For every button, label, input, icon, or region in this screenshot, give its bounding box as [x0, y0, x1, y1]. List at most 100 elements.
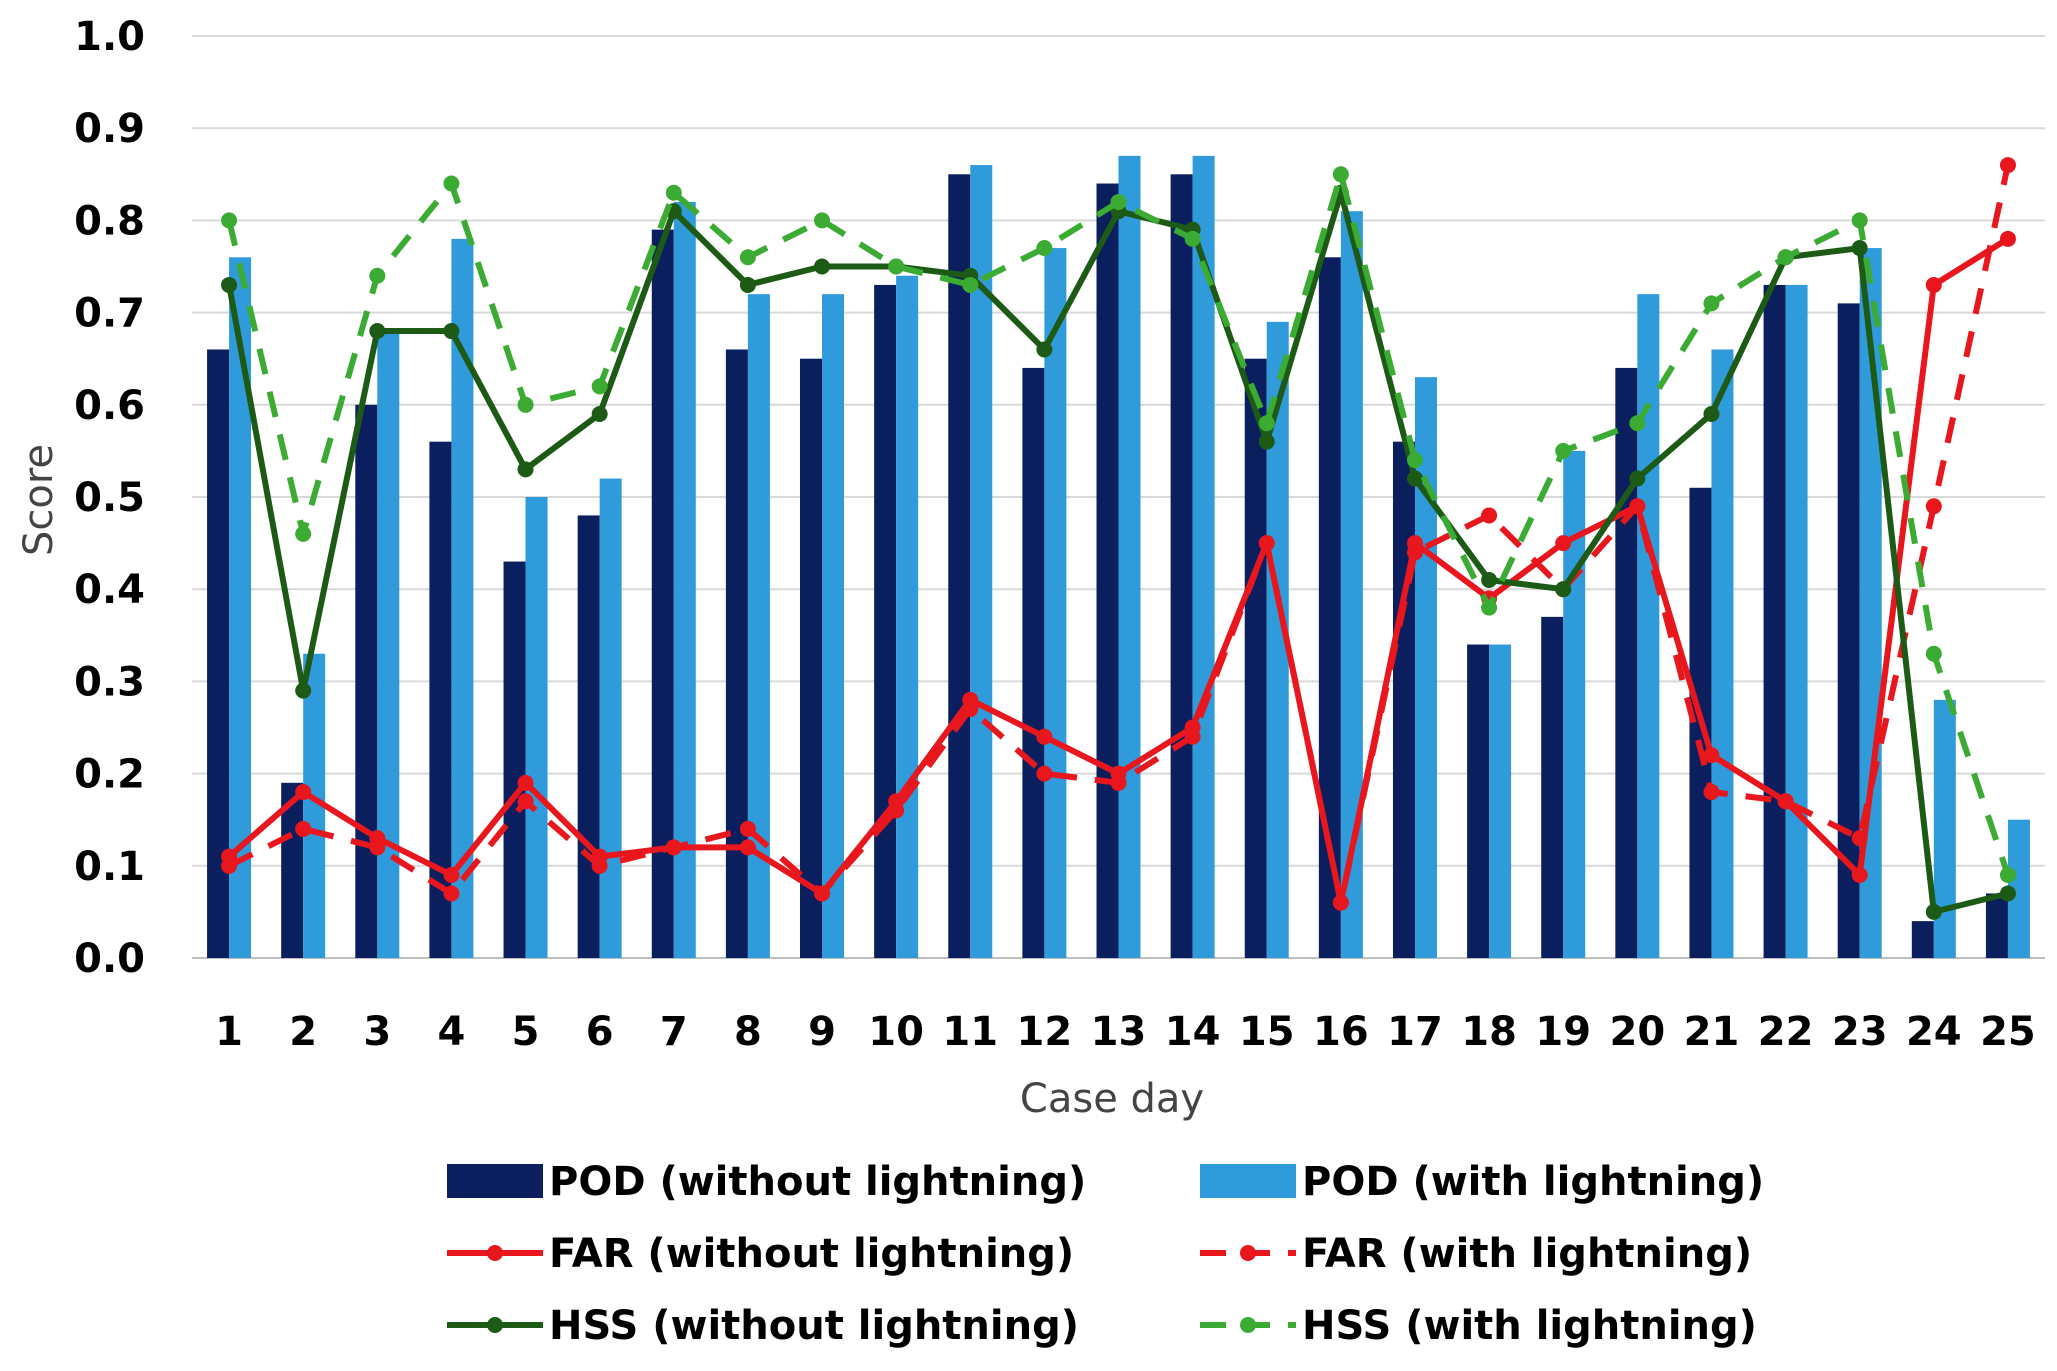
- data-point: [1703, 406, 1720, 423]
- bar: [1615, 367, 1638, 958]
- bar: [1044, 248, 1067, 958]
- data-point: [1258, 535, 1275, 552]
- data-point: [739, 839, 756, 856]
- y-tick-label: 0.3: [74, 659, 145, 705]
- data-point: [369, 267, 386, 284]
- bar: [429, 441, 452, 958]
- bar: [1933, 699, 1956, 958]
- data-point: [1629, 498, 1646, 515]
- data-point: [1925, 276, 1942, 293]
- x-tick-label: 3: [363, 1009, 391, 1055]
- y-tick-label: 1.0: [74, 14, 145, 60]
- data-point: [888, 802, 905, 819]
- bar: [822, 294, 845, 958]
- data-point: [1184, 728, 1201, 745]
- data-point: [443, 175, 460, 192]
- x-tick-label: 12: [1017, 1009, 1073, 1055]
- legend-label: POD (without lightning): [549, 1159, 1086, 1205]
- x-tick-label: 18: [1461, 1009, 1517, 1055]
- data-point: [1777, 793, 1794, 810]
- bar: [229, 257, 252, 958]
- data-point: [295, 682, 312, 699]
- bar: [1096, 183, 1119, 958]
- legend-marker: [487, 1317, 503, 1333]
- bar: [355, 404, 378, 958]
- data-point: [1258, 415, 1275, 432]
- x-tick-label: 8: [734, 1009, 762, 1055]
- bar: [948, 174, 971, 959]
- bar: [1911, 921, 1934, 958]
- data-point: [962, 701, 979, 718]
- data-point: [888, 258, 905, 275]
- bar: [1118, 155, 1141, 959]
- bar: [1414, 377, 1437, 958]
- bar: [1022, 367, 1045, 958]
- bar: [525, 497, 548, 958]
- data-point: [591, 857, 608, 874]
- data-point: [1481, 571, 1498, 588]
- bar: [800, 358, 823, 958]
- bar: [970, 165, 993, 958]
- bar: [1985, 893, 2008, 958]
- bar: [1859, 248, 1882, 958]
- legend-swatch: [1200, 1164, 1296, 1198]
- bar: [599, 478, 622, 958]
- data-point: [295, 784, 312, 801]
- data-point: [1925, 645, 1942, 662]
- data-point: [1036, 728, 1053, 745]
- data-point: [739, 249, 756, 266]
- x-tick-label: 22: [1758, 1009, 1814, 1055]
- y-tick-label: 0.4: [74, 567, 145, 613]
- data-point: [221, 212, 238, 229]
- x-axis-title: Case day: [1020, 1076, 1204, 1122]
- data-point: [1036, 765, 1053, 782]
- data-point: [1777, 249, 1794, 266]
- data-point: [1332, 166, 1349, 183]
- data-point: [1184, 230, 1201, 247]
- y-tick-label: 0.0: [74, 936, 145, 982]
- bar: [1785, 284, 1808, 958]
- legend-marker: [1240, 1245, 1256, 1261]
- x-tick-label: 16: [1313, 1009, 1369, 1055]
- data-point: [814, 212, 831, 229]
- bar: [1170, 174, 1193, 959]
- data-point: [1629, 415, 1646, 432]
- bar: [1340, 211, 1363, 958]
- data-point: [1925, 498, 1942, 515]
- data-point: [1555, 581, 1572, 598]
- x-tick-label: 10: [868, 1009, 924, 1055]
- bar: [1392, 441, 1415, 958]
- bar: [503, 561, 526, 958]
- data-point: [443, 323, 460, 340]
- y-tick-label: 0.1: [74, 844, 145, 890]
- data-point: [1703, 295, 1720, 312]
- bar: [1244, 358, 1267, 958]
- bar: [1489, 644, 1512, 958]
- y-tick-labels: 0.0 0.1 0.2 0.3 0.4 0.5 0.6 0.7 0.8 0.9 1.0: [74, 14, 145, 982]
- data-point: [1851, 867, 1868, 884]
- data-point: [1999, 157, 2016, 174]
- data-point: [517, 793, 534, 810]
- x-tick-label: 6: [586, 1009, 614, 1055]
- data-point: [1481, 507, 1498, 524]
- bar: [1467, 644, 1490, 958]
- data-point: [1110, 193, 1127, 210]
- data-point: [1999, 885, 2016, 902]
- legend-label: FAR (without lightning): [549, 1231, 1074, 1277]
- bars: [207, 155, 2030, 959]
- data-point: [1851, 240, 1868, 257]
- legend-label: HSS (with lightning): [1302, 1303, 1757, 1349]
- x-tick-label: 17: [1387, 1009, 1443, 1055]
- bar: [651, 229, 674, 958]
- x-tick-label: 13: [1091, 1009, 1147, 1055]
- bar: [207, 349, 230, 959]
- bar: [725, 349, 748, 959]
- data-point: [295, 525, 312, 542]
- legend-label: HSS (without lightning): [549, 1303, 1079, 1349]
- data-point: [1851, 212, 1868, 229]
- data-point: [517, 461, 534, 478]
- data-point: [1406, 544, 1423, 561]
- data-point: [1629, 470, 1646, 487]
- bar: [1541, 616, 1564, 958]
- legend: POD (without lightning) POD (with lightni…: [447, 1159, 1764, 1349]
